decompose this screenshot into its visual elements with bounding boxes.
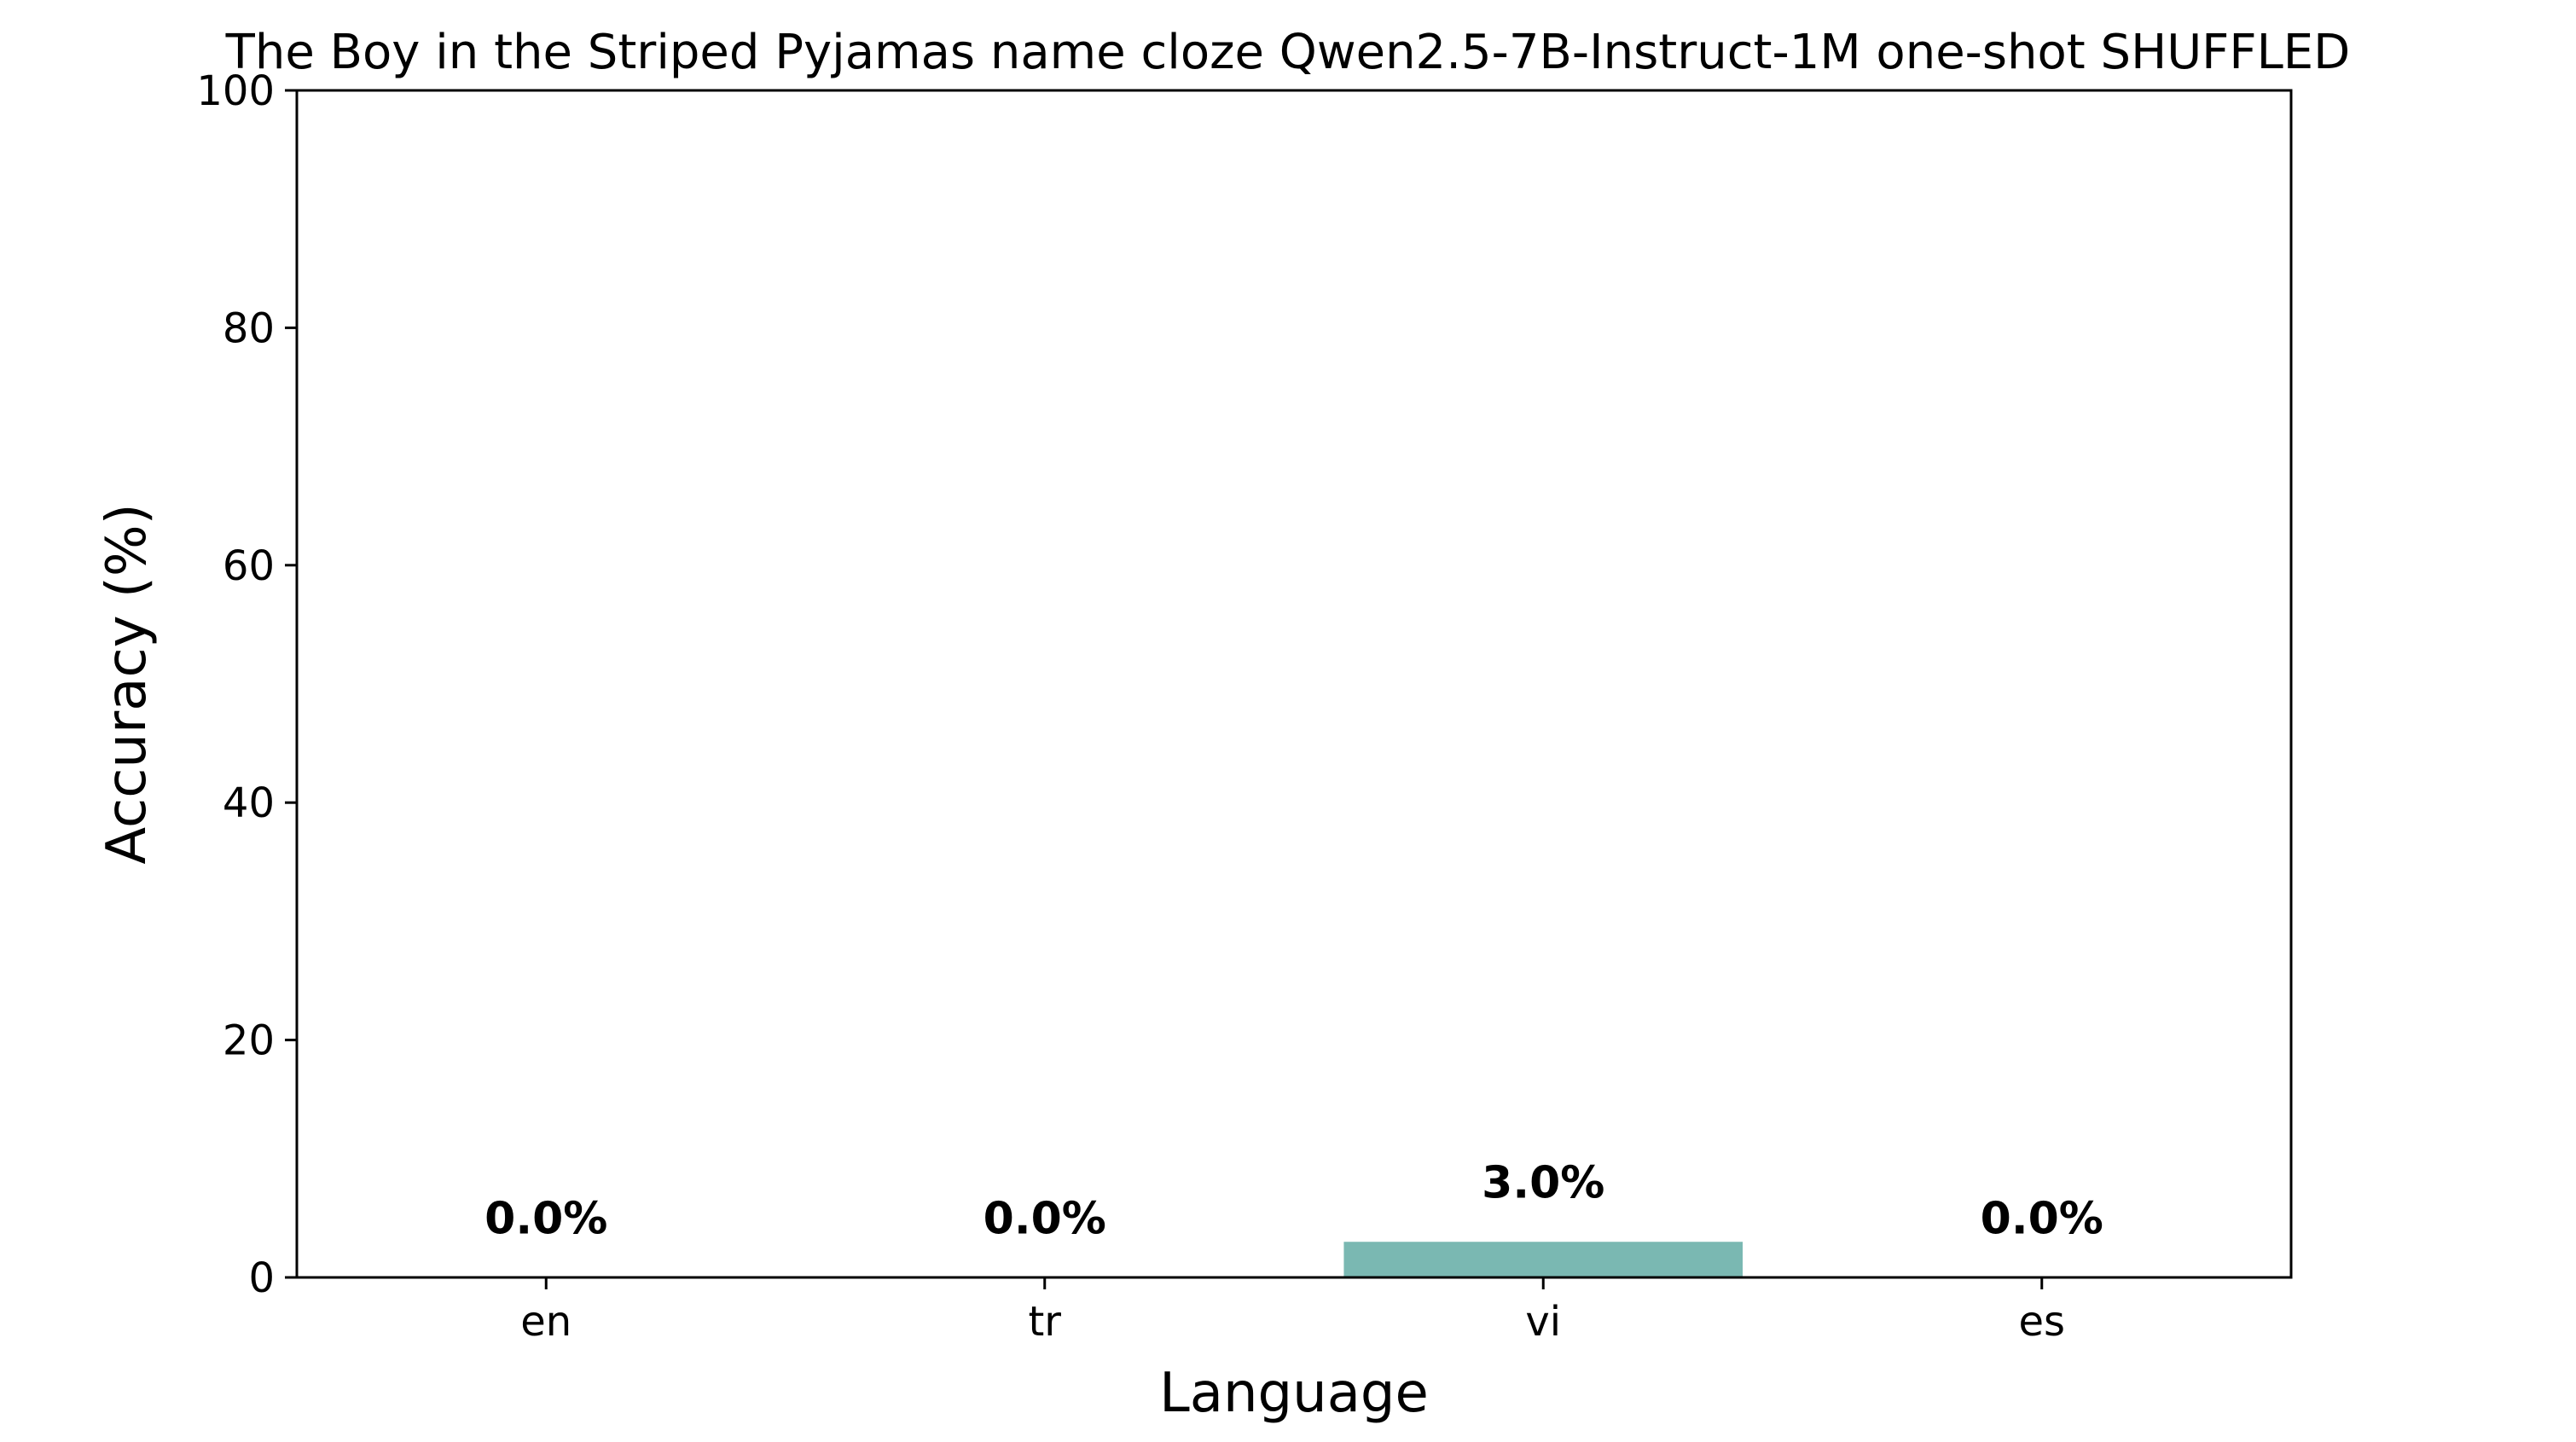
value-labels-group: 0.0% 0.0% 3.0% 0.0%	[484, 1158, 2103, 1245]
x-tick-label-en: en	[520, 1298, 571, 1346]
x-axis: en tr vi es	[520, 1277, 2065, 1346]
y-axis: 0 20 40 60 80 100	[196, 67, 297, 1302]
y-tick-label: 40	[223, 779, 275, 827]
plot-frame	[295, 89, 2293, 1279]
bar-vi	[1343, 1242, 1743, 1277]
bars-group	[1343, 1242, 1743, 1277]
x-tick-label-tr: tr	[1028, 1298, 1061, 1346]
y-tick-label: 60	[223, 542, 275, 590]
value-label-tr: 0.0%	[983, 1193, 1106, 1244]
x-axis-label: Language	[1159, 1362, 1429, 1425]
x-tick-label-vi: vi	[1525, 1298, 1561, 1346]
chart-title: The Boy in the Striped Pyjamas name cloz…	[225, 25, 2351, 80]
value-label-en: 0.0%	[484, 1193, 607, 1244]
value-label-es: 0.0%	[1981, 1193, 2103, 1244]
y-axis-label: Accuracy (%)	[96, 503, 159, 864]
x-tick-label-es: es	[2018, 1298, 2065, 1346]
y-tick-label: 80	[223, 304, 275, 352]
y-tick-label: 0	[248, 1254, 275, 1302]
y-tick-label: 100	[196, 67, 275, 115]
value-label-vi: 3.0%	[1482, 1158, 1604, 1209]
y-tick-label: 20	[223, 1017, 275, 1065]
